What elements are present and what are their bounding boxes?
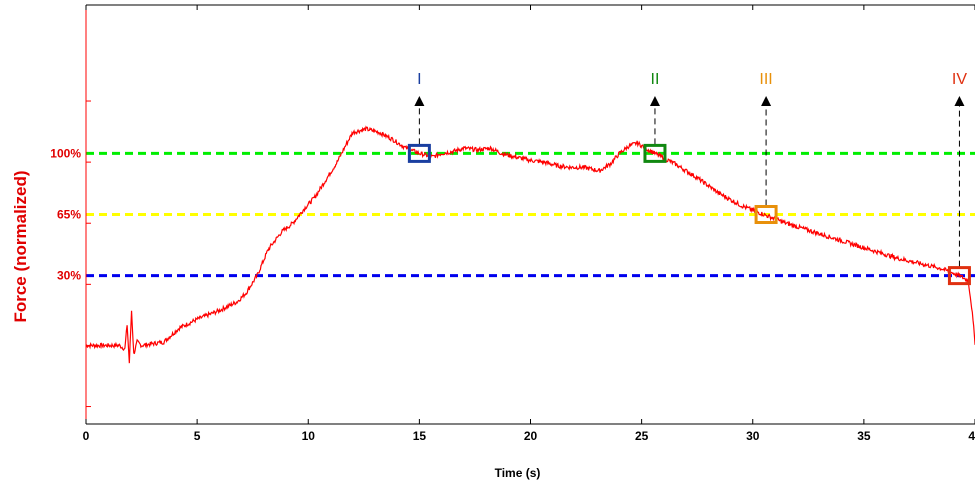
x-tick-label-6: 30 [746, 429, 760, 443]
event-marker-ii: II [643, 71, 667, 163]
x-axis-title: Time (s) [495, 466, 541, 480]
marker-arrowhead-iv [954, 96, 965, 106]
x-tick-label-5: 25 [635, 429, 649, 443]
event-marker-i: I [407, 71, 431, 163]
x-tick-label-8: 40 [968, 429, 975, 443]
event-marker-iii: III [754, 71, 778, 224]
marker-label-iv: IV [952, 71, 967, 88]
y-tick-label-2: 30% [57, 269, 81, 283]
x-tick-label-4: 20 [524, 429, 538, 443]
marker-label-i: I [417, 71, 421, 88]
signal-layer [85, 125, 975, 364]
y-axis-title: Force (normalized) [11, 170, 30, 322]
marker-arrowhead-i [414, 96, 425, 106]
marker-box-ii [643, 143, 667, 163]
marker-arrowhead-ii [649, 96, 660, 106]
event-marker-iv: IV [947, 71, 971, 286]
reference-lines [86, 151, 975, 278]
marker-layer: I II III IV [407, 71, 971, 286]
marker-box-iii [754, 205, 778, 224]
tick-layer: 0 5 10 15 20 25 30 35 40 100% 65% 30% [50, 5, 975, 443]
x-tick-label-1: 5 [194, 429, 201, 443]
y-tick-label-0: 100% [50, 146, 81, 160]
x-tick-label-0: 0 [83, 429, 90, 443]
marker-box-i [407, 143, 431, 163]
marker-label-ii: II [651, 71, 660, 88]
marker-box-iv [947, 266, 971, 286]
force-series-0 [85, 125, 975, 364]
x-tick-label-3: 15 [413, 429, 427, 443]
marker-arrowhead-iii [761, 96, 772, 106]
marker-label-iii: III [759, 71, 772, 88]
x-tick-label-2: 10 [302, 429, 316, 443]
y-tick-label-1: 65% [57, 208, 81, 222]
x-tick-label-7: 35 [857, 429, 871, 443]
